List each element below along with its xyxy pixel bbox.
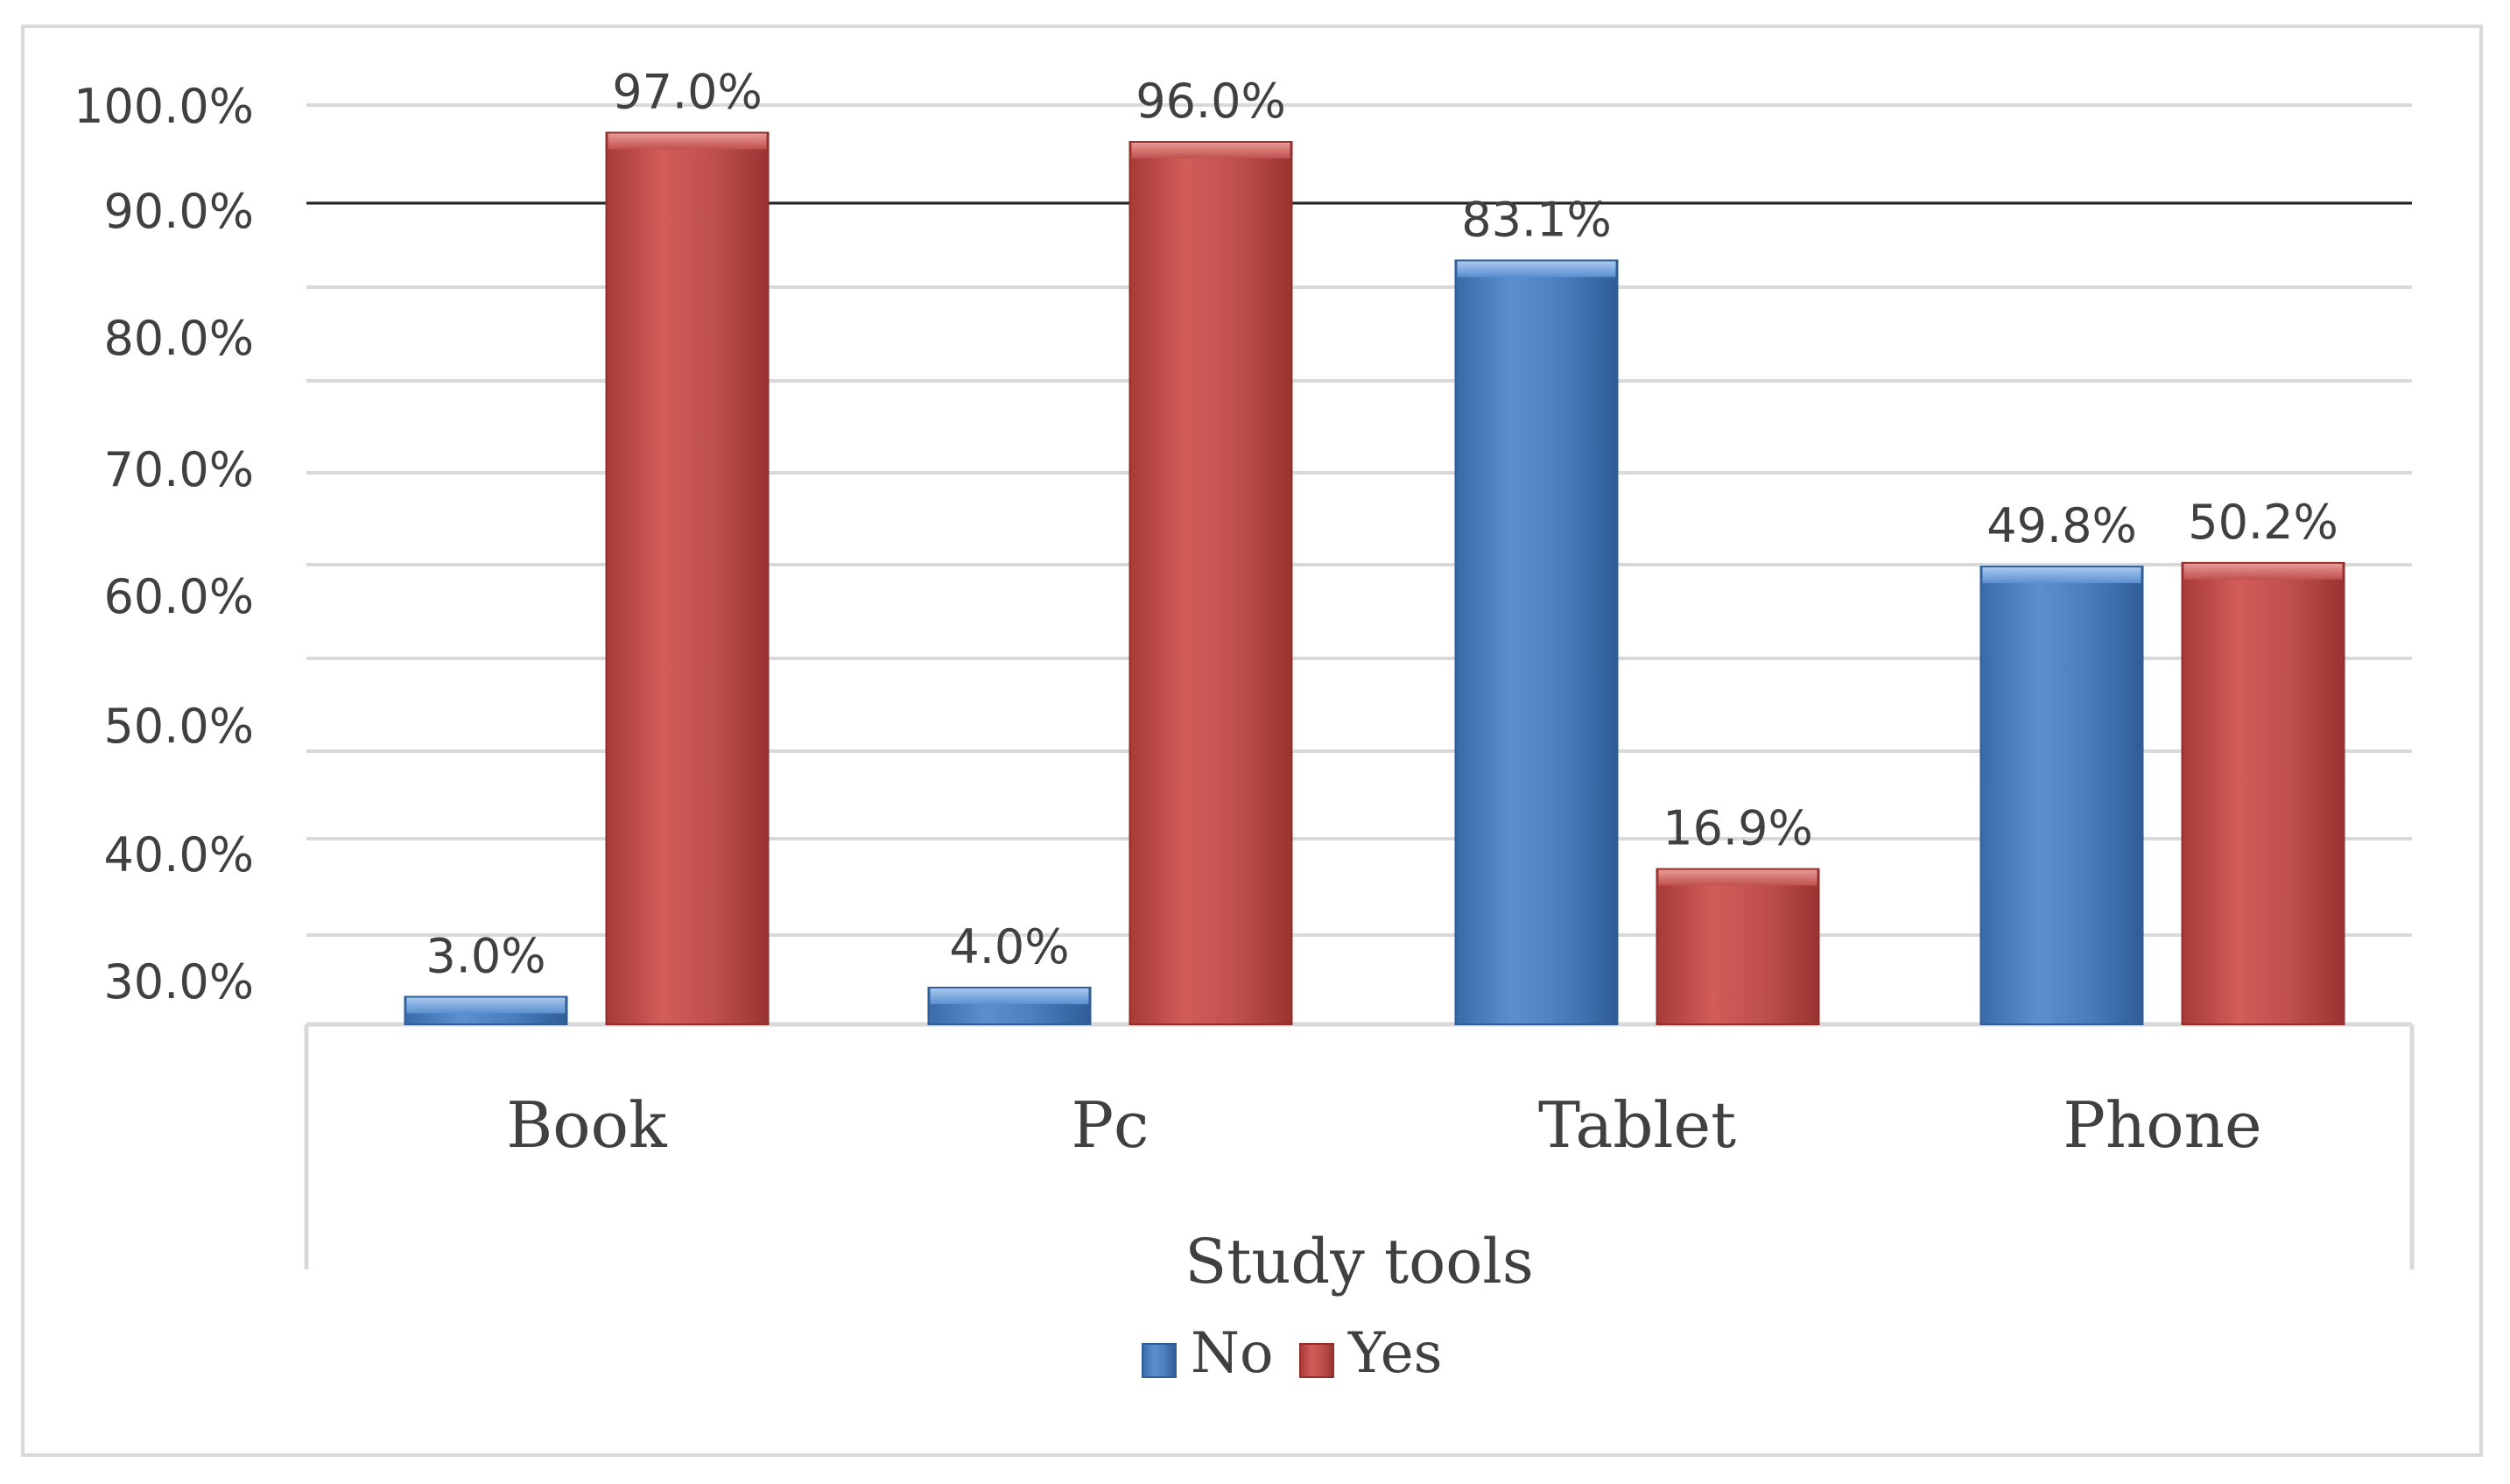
category-label: Tablet (1538, 1088, 1736, 1162)
y-tick-label: 50.0% (103, 699, 254, 754)
data-label: 16.9% (1663, 801, 1813, 856)
data-label: 96.0% (1135, 74, 1286, 129)
y-tick-label: 80.0% (103, 311, 254, 366)
bar-no-tablet (1454, 259, 1619, 1025)
bar-yes-book (605, 131, 770, 1025)
bar-cap (1982, 567, 2141, 584)
category-label: Phone (2063, 1088, 2261, 1162)
bar-cap (406, 997, 566, 1014)
category-label: Book (506, 1088, 668, 1162)
bar-cap (1658, 869, 1817, 886)
legend: No Yes (1142, 1321, 1442, 1386)
bar-cap (608, 133, 767, 150)
y-tick-label: 30.0% (103, 954, 254, 1009)
bar-cap (1457, 261, 1616, 278)
bar-yes-tablet (1656, 868, 1820, 1025)
bar-cap (930, 988, 1089, 1004)
legend-label-yes: Yes (1347, 1321, 1442, 1386)
y-axis-ticks: 30.0% 40.0% 50.0% 60.0% 70.0% 80.0% 90.0% 100.0… (74, 79, 254, 1009)
x-axis-title: Study tools (1185, 1226, 1534, 1298)
legend-label-no: No (1191, 1321, 1274, 1386)
bar-cap (2183, 563, 2343, 580)
y-tick-label: 90.0% (103, 184, 254, 239)
bar-no-phone (1979, 566, 2144, 1025)
y-tick-label: 70.0% (103, 442, 254, 497)
data-label: 4.0% (949, 919, 1069, 974)
data-labels: 3.0% 4.0% 83.1% 49.8% 97.0% 96.0% 16.9% 50.2% (425, 65, 2338, 984)
bar-yes-pc (1128, 141, 1293, 1025)
legend-swatch-no (1142, 1343, 1177, 1378)
data-label: 49.8% (1986, 498, 2137, 553)
legend-swatch-yes (1299, 1343, 1334, 1378)
bar-yes-phone (2181, 561, 2345, 1025)
y-tick-label: 40.0% (103, 827, 254, 883)
category-labels: Book Pc Tablet Phone (506, 1088, 2261, 1162)
y-tick-label: 100.0% (74, 79, 254, 134)
bar-cap (1131, 143, 1290, 158)
data-label: 50.2% (2188, 495, 2338, 550)
data-label: 3.0% (425, 929, 545, 984)
category-label: Pc (1072, 1088, 1150, 1162)
data-label: 97.0% (612, 65, 763, 120)
bars (404, 131, 2345, 1025)
y-tick-label: 60.0% (103, 569, 254, 624)
data-label: 83.1% (1461, 192, 1612, 247)
